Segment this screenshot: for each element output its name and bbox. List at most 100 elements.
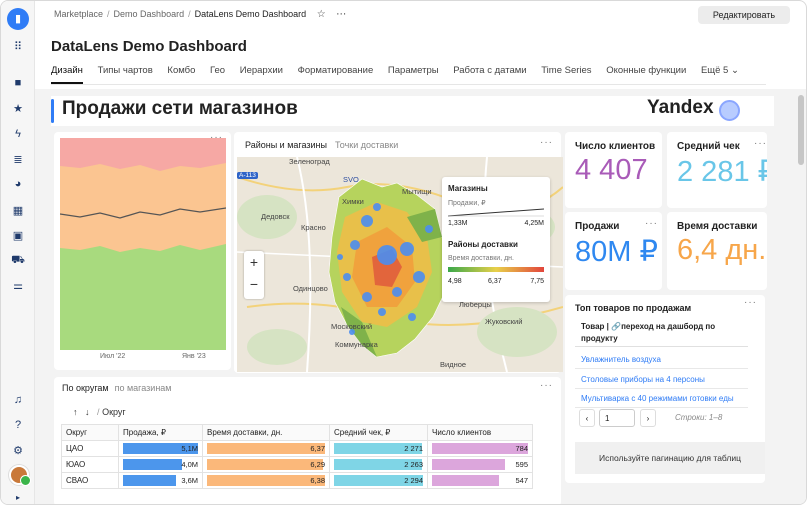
legend-stores-min: 1,33М xyxy=(448,220,468,227)
breadcrumb-item[interactable]: Marketplace xyxy=(54,9,104,19)
widget-menu-icon[interactable]: ··· xyxy=(540,380,553,391)
favorites-star-icon[interactable]: ★ xyxy=(13,103,23,115)
area-trend-line xyxy=(60,207,226,219)
map-tabs: Районы и магазины Точки доставки xyxy=(245,140,406,150)
delivery-bar xyxy=(207,459,324,470)
legend-stores-max: 4,25М xyxy=(524,220,544,227)
tab-by-district[interactable]: По округам xyxy=(62,383,109,393)
tab-window-functions[interactable]: Оконные функции xyxy=(606,65,687,76)
kpi-value: 80М ₽ xyxy=(575,236,658,268)
drill-up-arrow-icon[interactable]: ↑ xyxy=(73,407,78,417)
settings-sliders-icon[interactable]: ⚌ xyxy=(13,280,23,292)
column-header[interactable]: Округ xyxy=(61,424,119,441)
section-title: Продажи сети магазинов xyxy=(62,98,298,119)
table-header[interactable]: Товар | 🔗переход на дашборд по продукту xyxy=(575,319,748,347)
next-page-button[interactable]: › xyxy=(640,409,656,427)
prev-page-button[interactable]: ‹ xyxy=(579,409,595,427)
column-header[interactable]: Продажа, ₽ xyxy=(118,424,203,441)
dashboards-layout-icon[interactable]: ▦ xyxy=(12,205,24,217)
dashboard-tabs: Дизайн Типы чартов Комбо Гео Иерархии Фо… xyxy=(51,65,751,87)
x-tick: Янв '23 xyxy=(182,353,206,360)
brand-text: Yandex xyxy=(647,97,714,118)
map-city-label: Химки xyxy=(342,197,364,206)
tab-more[interactable]: Ещё 5 ⌄ xyxy=(701,65,739,82)
kpi-label: Число клиентов xyxy=(575,141,656,152)
tab-by-store[interactable]: по магазинам xyxy=(114,383,172,393)
tab-delivery-points[interactable]: Точки доставки xyxy=(334,140,399,150)
apps-grid-icon[interactable]: ⠿ xyxy=(13,41,23,53)
connections-bolt-icon[interactable]: ϟ xyxy=(15,128,21,140)
product-link[interactable]: Увлажнитель воздуха xyxy=(575,351,748,369)
edit-button[interactable]: Редактировать xyxy=(698,6,790,24)
gear-icon[interactable]: ⚙ xyxy=(13,445,23,457)
widget-menu-icon[interactable]: ··· xyxy=(210,132,223,143)
widget-menu-icon[interactable]: ··· xyxy=(540,137,553,148)
legend-size-scale xyxy=(448,208,544,217)
header-accent-bar xyxy=(51,99,54,123)
product-link[interactable]: Мультиварка с 40 режимами готовки еды xyxy=(575,390,748,408)
map-city-label: Зеленоград xyxy=(289,157,330,166)
column-header[interactable]: Время доставки, дн. xyxy=(202,424,330,441)
map-road-label: A-113 xyxy=(237,172,258,179)
map-zoom-control: + − xyxy=(244,251,264,299)
top-bar: Marketplace / Demo Dashboard / DataLens Demo… xyxy=(35,1,806,28)
widget-title: Топ товаров по продажам xyxy=(575,303,692,313)
tab-districts-stores[interactable]: Районы и магазины xyxy=(245,140,327,150)
widget-menu-icon[interactable]: ··· xyxy=(754,138,767,149)
tab-hierarchies[interactable]: Иерархии xyxy=(239,65,283,76)
tab-design[interactable]: Дизайн xyxy=(51,65,83,84)
tab-time-series[interactable]: Time Series xyxy=(541,65,592,76)
kpi-value: 2 281 ₽ xyxy=(677,156,767,188)
datasets-icon[interactable]: ≣ xyxy=(13,154,23,166)
sales-bar xyxy=(123,443,198,454)
tab-formatting[interactable]: Форматирование xyxy=(297,65,374,76)
drill-down-arrow-icon[interactable]: ↓ xyxy=(85,407,90,417)
check-bar xyxy=(334,459,422,470)
expand-rail-icon[interactable]: ▸ xyxy=(15,493,20,502)
check-value: 2 263 xyxy=(404,460,423,469)
tab-chart-types[interactable]: Типы чартов xyxy=(97,65,153,76)
tab-geo[interactable]: Гео xyxy=(210,65,226,76)
section-header: Продажи сети магазинов xyxy=(51,96,774,126)
folder-icon[interactable]: ■ xyxy=(14,77,22,89)
zoom-in-icon[interactable]: + xyxy=(249,254,259,270)
table-row: ЮАО 4,0М 6,29 2 263 595 xyxy=(61,456,533,473)
vertical-scrollbar[interactable] xyxy=(796,89,806,504)
tab-parameters[interactable]: Параметры xyxy=(387,65,439,76)
tab-combo[interactable]: Комбо xyxy=(167,65,196,76)
check-value: 2 294 xyxy=(404,476,423,485)
drill-path: Округ xyxy=(102,407,126,417)
map-city-label: Мытищи xyxy=(402,187,432,196)
region-table-widget: По округам по магазинам ··· ↑ ↓ / Округ О… xyxy=(54,377,561,504)
more-menu-icon[interactable]: ⋯ xyxy=(336,9,347,20)
kpi-sales: Продажи ··· 80М ₽ xyxy=(565,212,662,290)
map-city-label: Люберцы xyxy=(459,300,492,309)
user-avatar[interactable] xyxy=(9,465,31,486)
sales-value: 5,1М xyxy=(181,444,198,453)
favorite-star-icon[interactable]: ☆ xyxy=(316,9,326,20)
page-number-input[interactable]: 1 xyxy=(599,409,635,427)
moscow-map[interactable]: Зеленоград Химки Мытищи Дедовск Красно О… xyxy=(237,157,563,372)
delivery-value: 6,38 xyxy=(310,476,325,485)
table-tabs: По округам по магазинам xyxy=(62,383,178,393)
kpi-value: 6,4 дн. xyxy=(677,234,767,266)
tab-dates[interactable]: Работа с датами xyxy=(453,65,527,76)
datalens-logo-icon[interactable]: ▮ xyxy=(7,8,29,30)
marketplace-cart-icon[interactable]: ⛟ xyxy=(11,254,25,266)
charts-pie-icon[interactable]: ◕ xyxy=(14,178,22,190)
kpi-average-check: Средний чек ··· 2 281 ₽ xyxy=(667,132,767,208)
delivery-value: 6,29 xyxy=(310,460,325,469)
widget-menu-icon[interactable]: ··· xyxy=(645,218,658,229)
product-link[interactable]: Столовые приборы на 4 персоны xyxy=(575,371,748,389)
reports-icon[interactable]: ▣ xyxy=(12,230,24,242)
widget-menu-icon[interactable]: ··· xyxy=(744,297,757,308)
top-products-widget: Топ товаров по продажам ··· Товар | 🔗пер… xyxy=(565,295,765,483)
check-bar xyxy=(334,475,423,486)
column-header[interactable]: Число клиентов xyxy=(427,424,533,441)
breadcrumb-item[interactable]: Demo Dashboard xyxy=(113,9,185,19)
help-icon[interactable]: ? xyxy=(14,419,22,431)
sales-bar xyxy=(123,459,182,470)
column-header[interactable]: Средний чек, ₽ xyxy=(329,424,428,441)
notifications-bell-icon[interactable]: ♫ xyxy=(13,394,23,406)
zoom-out-icon[interactable]: − xyxy=(249,276,259,292)
